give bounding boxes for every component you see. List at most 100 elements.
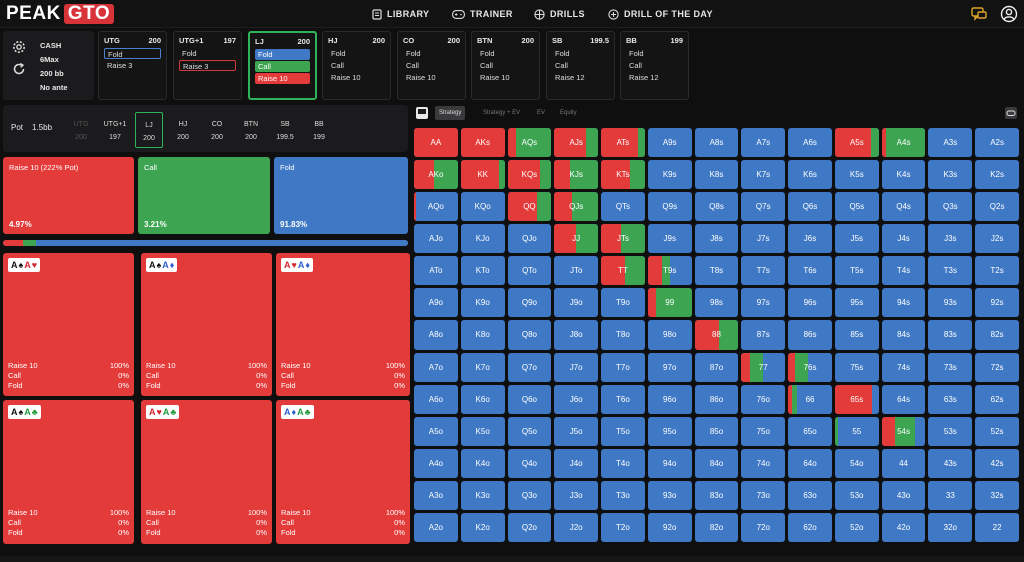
- action-summary-fold[interactable]: Fold 91.83%: [274, 157, 408, 234]
- position-action-option[interactable]: Call: [255, 61, 310, 72]
- position-action-option[interactable]: Fold: [182, 49, 197, 58]
- hand-cell-83o[interactable]: 83o: [694, 480, 739, 510]
- hand-cell-87o[interactable]: 87o: [694, 352, 739, 382]
- seat-lj[interactable]: LJ 200: [135, 112, 163, 148]
- hand-cell-33[interactable]: 33: [928, 480, 973, 510]
- hand-cell-72o[interactable]: 72o: [741, 512, 786, 542]
- hand-cell-86o[interactable]: 86o: [694, 384, 739, 414]
- hand-cell-K6o[interactable]: K6o: [460, 384, 505, 414]
- hand-cell-65s[interactable]: 65s: [834, 384, 879, 414]
- hand-cell-AQs[interactable]: AQs: [507, 128, 552, 158]
- hand-cell-K3o[interactable]: K3o: [460, 480, 505, 510]
- combo-card[interactable]: A ♥ A ♣ Raise 10 100% Call 0% Fold 0%: [141, 400, 272, 544]
- combo-card[interactable]: A ♠ A ♣ Raise 10 100% Call 0% Fold 0%: [3, 400, 134, 544]
- position-card-lj[interactable]: LJ 200 Fold Call Raise 10: [248, 31, 317, 100]
- hand-cell-75s[interactable]: 75s: [834, 352, 879, 382]
- hand-cell-82o[interactable]: 82o: [694, 512, 739, 542]
- chat-icon[interactable]: [970, 5, 988, 23]
- hand-cell-92s[interactable]: 92s: [975, 288, 1019, 318]
- hand-cell-63o[interactable]: 63o: [788, 480, 832, 510]
- hand-cell-Q3s[interactable]: Q3s: [928, 192, 973, 222]
- position-action-option[interactable]: Raise 10: [331, 73, 361, 82]
- hand-cell-74o[interactable]: 74o: [741, 448, 786, 478]
- position-card-btn[interactable]: BTN 200 Fold Call Raise 10: [471, 31, 540, 100]
- hand-cell-A4s[interactable]: A4s: [881, 128, 926, 158]
- hand-cell-Q9s[interactable]: Q9s: [647, 192, 692, 222]
- hand-cell-K9s[interactable]: K9s: [647, 160, 692, 190]
- hand-cell-AJs[interactable]: AJs: [554, 128, 599, 158]
- hand-cell-KK[interactable]: KK: [460, 160, 505, 190]
- hand-cell-Q2o[interactable]: Q2o: [507, 512, 552, 542]
- hand-cell-64s[interactable]: 64s: [881, 384, 926, 414]
- position-action-option[interactable]: Call: [331, 61, 344, 70]
- hand-cell-96o[interactable]: 96o: [647, 384, 692, 414]
- hand-cell-Q7s[interactable]: Q7s: [741, 192, 786, 222]
- hand-cell-Q8o[interactable]: Q8o: [507, 320, 552, 350]
- hand-cell-QJs[interactable]: QJs: [554, 192, 599, 222]
- seat-hj[interactable]: HJ 200: [169, 112, 197, 148]
- hand-cell-97s[interactable]: 97s: [741, 288, 786, 318]
- hand-cell-63s[interactable]: 63s: [928, 384, 973, 414]
- tab-strategy[interactable]: Strategy: [435, 106, 466, 120]
- hand-cell-J8o[interactable]: J8o: [554, 320, 599, 350]
- hand-cell-43o[interactable]: 43o: [881, 480, 926, 510]
- hand-cell-22[interactable]: 22: [975, 512, 1019, 542]
- hand-cell-A8s[interactable]: A8s: [694, 128, 739, 158]
- hand-cell-T8o[interactable]: T8o: [601, 320, 645, 350]
- hand-cell-K5s[interactable]: K5s: [834, 160, 879, 190]
- seat-bb[interactable]: BB 199: [305, 112, 333, 148]
- hand-cell-J6o[interactable]: J6o: [554, 384, 599, 414]
- seat-btn[interactable]: BTN 200: [237, 112, 265, 148]
- hand-cell-T2o[interactable]: T2o: [601, 512, 645, 542]
- hand-cell-Q4s[interactable]: Q4s: [881, 192, 926, 222]
- hand-cell-KTo[interactable]: KTo: [460, 256, 505, 286]
- controller-icon[interactable]: [1004, 106, 1018, 120]
- hand-cell-32s[interactable]: 32s: [975, 480, 1019, 510]
- hand-cell-J4s[interactable]: J4s: [881, 224, 926, 254]
- hand-cell-T7s[interactable]: T7s: [741, 256, 786, 286]
- hand-cell-QTo[interactable]: QTo: [507, 256, 552, 286]
- hand-cell-T6s[interactable]: T6s: [788, 256, 832, 286]
- hand-cell-74s[interactable]: 74s: [881, 352, 926, 382]
- hand-cell-93s[interactable]: 93s: [928, 288, 973, 318]
- hand-cell-K7o[interactable]: K7o: [460, 352, 505, 382]
- hand-cell-43s[interactable]: 43s: [928, 448, 973, 478]
- hand-cell-K5o[interactable]: K5o: [460, 416, 505, 446]
- hand-cell-A2o[interactable]: A2o: [414, 512, 458, 542]
- position-action-option[interactable]: Raise 10: [255, 73, 310, 84]
- hand-cell-53o[interactable]: 53o: [834, 480, 879, 510]
- hand-cell-A7s[interactable]: A7s: [741, 128, 786, 158]
- position-action-option[interactable]: Raise 3: [179, 60, 236, 71]
- hand-cell-A5s[interactable]: A5s: [834, 128, 879, 158]
- hand-cell-K4s[interactable]: K4s: [881, 160, 926, 190]
- nav-library[interactable]: LIBRARY: [372, 0, 429, 28]
- tab-ev[interactable]: EV: [537, 110, 546, 116]
- position-action-option[interactable]: Fold: [629, 49, 644, 58]
- hand-cell-Q5o[interactable]: Q5o: [507, 416, 552, 446]
- hand-cell-AKs[interactable]: AKs: [460, 128, 505, 158]
- hand-cell-Q6s[interactable]: Q6s: [788, 192, 832, 222]
- hand-cell-J2s[interactable]: J2s: [975, 224, 1019, 254]
- hand-cell-A7o[interactable]: A7o: [414, 352, 458, 382]
- hand-cell-76o[interactable]: 76o: [741, 384, 786, 414]
- account-icon[interactable]: [1000, 5, 1018, 23]
- hand-cell-AA[interactable]: AA: [414, 128, 458, 158]
- hand-cell-K7s[interactable]: K7s: [741, 160, 786, 190]
- hand-cell-42s[interactable]: 42s: [975, 448, 1019, 478]
- hand-cell-J5o[interactable]: J5o: [554, 416, 599, 446]
- hand-cell-72s[interactable]: 72s: [975, 352, 1019, 382]
- seat-utg-plus-1[interactable]: UTG+1 197: [101, 112, 129, 148]
- hand-cell-KQs[interactable]: KQs: [507, 160, 552, 190]
- combo-card[interactable]: A ♠ A ♦ Raise 10 100% Call 0% Fold 0%: [141, 253, 272, 396]
- hand-cell-K9o[interactable]: K9o: [460, 288, 505, 318]
- hand-cell-KJs[interactable]: KJs: [554, 160, 599, 190]
- hand-cell-J2o[interactable]: J2o: [554, 512, 599, 542]
- tab-equity[interactable]: Equity: [560, 110, 577, 116]
- hand-cell-A2s[interactable]: A2s: [975, 128, 1019, 158]
- hand-cell-AQo[interactable]: AQo: [414, 192, 458, 222]
- hand-cell-86s[interactable]: 86s: [788, 320, 832, 350]
- hand-cell-88[interactable]: 88: [694, 320, 739, 350]
- combo-card[interactable]: A ♠ A ♥ Raise 10 100% Call 0% Fold 0%: [3, 253, 134, 396]
- hand-cell-Q7o[interactable]: Q7o: [507, 352, 552, 382]
- hand-cell-JTo[interactable]: JTo: [554, 256, 599, 286]
